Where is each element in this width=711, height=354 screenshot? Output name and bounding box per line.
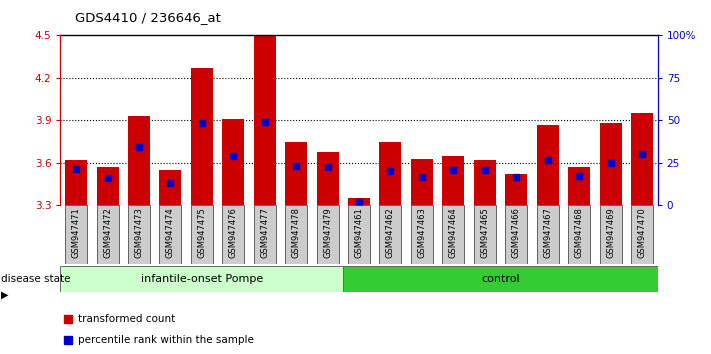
Bar bbox=[223, 205, 245, 264]
Bar bbox=[128, 205, 150, 264]
Bar bbox=[65, 160, 87, 205]
Bar bbox=[254, 35, 276, 205]
Bar bbox=[380, 142, 402, 205]
Bar bbox=[474, 160, 496, 205]
Text: GSM947465: GSM947465 bbox=[481, 207, 489, 258]
Bar bbox=[506, 205, 528, 264]
Bar bbox=[599, 205, 621, 264]
Text: GSM947475: GSM947475 bbox=[198, 207, 206, 258]
Text: GSM947462: GSM947462 bbox=[386, 207, 395, 258]
Text: GSM947479: GSM947479 bbox=[323, 207, 332, 258]
Bar bbox=[60, 266, 343, 292]
Bar bbox=[348, 205, 370, 264]
Text: GSM947468: GSM947468 bbox=[574, 207, 584, 258]
Text: GSM947478: GSM947478 bbox=[292, 207, 301, 258]
Text: GSM947470: GSM947470 bbox=[638, 207, 646, 258]
Text: infantile-onset Pompe: infantile-onset Pompe bbox=[141, 274, 263, 284]
Bar bbox=[506, 174, 528, 205]
Bar bbox=[380, 205, 402, 264]
Bar bbox=[442, 205, 464, 264]
Text: GSM947466: GSM947466 bbox=[512, 207, 520, 258]
Bar bbox=[285, 142, 307, 205]
Bar bbox=[343, 266, 658, 292]
Text: GSM947476: GSM947476 bbox=[229, 207, 237, 258]
Bar bbox=[285, 205, 307, 264]
Text: GSM947473: GSM947473 bbox=[134, 207, 144, 258]
Bar bbox=[128, 116, 150, 205]
Bar bbox=[316, 152, 338, 205]
Text: GSM947472: GSM947472 bbox=[103, 207, 112, 258]
Bar bbox=[191, 68, 213, 205]
Bar bbox=[599, 123, 621, 205]
Bar bbox=[537, 125, 559, 205]
Bar bbox=[631, 205, 653, 264]
Bar bbox=[411, 159, 433, 205]
Text: GSM947477: GSM947477 bbox=[260, 207, 269, 258]
Bar bbox=[316, 205, 338, 264]
Bar bbox=[442, 156, 464, 205]
Text: disease state: disease state bbox=[1, 274, 71, 284]
Text: GDS4410 / 236646_at: GDS4410 / 236646_at bbox=[75, 11, 220, 24]
Text: GSM947461: GSM947461 bbox=[355, 207, 363, 258]
Bar bbox=[568, 167, 590, 205]
Text: GSM947469: GSM947469 bbox=[606, 207, 615, 258]
Text: control: control bbox=[481, 274, 520, 284]
Text: GSM947464: GSM947464 bbox=[449, 207, 458, 258]
Text: percentile rank within the sample: percentile rank within the sample bbox=[78, 335, 255, 345]
Text: GSM947474: GSM947474 bbox=[166, 207, 175, 258]
Bar bbox=[159, 170, 181, 205]
Bar bbox=[411, 205, 433, 264]
Bar bbox=[537, 205, 559, 264]
Text: ▶: ▶ bbox=[1, 290, 9, 300]
Bar bbox=[631, 113, 653, 205]
Bar bbox=[159, 205, 181, 264]
Bar bbox=[97, 205, 119, 264]
Text: GSM947467: GSM947467 bbox=[543, 207, 552, 258]
Bar bbox=[65, 205, 87, 264]
Bar bbox=[97, 167, 119, 205]
Bar bbox=[348, 198, 370, 205]
Bar bbox=[568, 205, 590, 264]
Text: transformed count: transformed count bbox=[78, 314, 176, 324]
Text: GSM947463: GSM947463 bbox=[417, 207, 427, 258]
Bar bbox=[223, 119, 245, 205]
Bar bbox=[254, 205, 276, 264]
Text: GSM947471: GSM947471 bbox=[72, 207, 80, 258]
Bar bbox=[474, 205, 496, 264]
Bar bbox=[191, 205, 213, 264]
